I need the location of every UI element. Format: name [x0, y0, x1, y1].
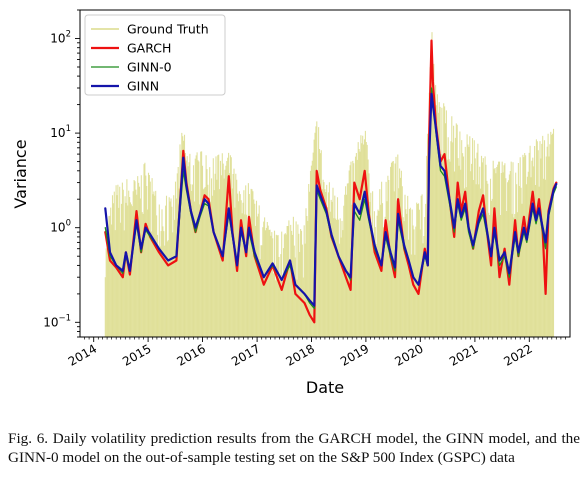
legend-label: GINN — [127, 79, 159, 94]
legend-box — [84, 14, 226, 96]
y-tick-label: 101 — [50, 124, 71, 140]
x-tick-label: 2014 — [66, 341, 99, 368]
legend: Ground Truth GARCH GINN-0 GINN — [84, 14, 226, 96]
x-tick-label: 2018 — [284, 341, 317, 368]
series-line-ginn — [104, 92, 558, 307]
y-tick-label: 102 — [50, 30, 71, 46]
x-tick-label: 2017 — [229, 341, 262, 368]
x-tick-label: 2022 — [501, 341, 534, 368]
legend-label: GINN-0 — [127, 60, 172, 75]
y-tick-label: 10−1 — [43, 313, 71, 329]
x-tick-label: 2021 — [447, 341, 480, 368]
y-axis-label: Variance — [11, 139, 30, 208]
y-tick-label: 100 — [50, 219, 71, 235]
x-axis-label: Date — [306, 378, 344, 397]
legend-label: Ground Truth — [127, 22, 209, 37]
series-lines-layer — [104, 39, 558, 324]
x-axis: 2014 2015 2016 2017 2018 2019 2020 2021 2022 — [66, 337, 566, 369]
x-tick-label: 2020 — [392, 341, 425, 368]
figure-caption: Fig. 6. Daily volatility prediction resu… — [8, 430, 580, 466]
y-axis: 10−1 100 101 102 — [43, 9, 80, 338]
legend-label: GARCH — [127, 41, 171, 56]
x-tick-label: 2019 — [338, 341, 371, 368]
x-tick-label: 2015 — [120, 341, 153, 368]
x-tick-label: 2016 — [175, 341, 208, 368]
